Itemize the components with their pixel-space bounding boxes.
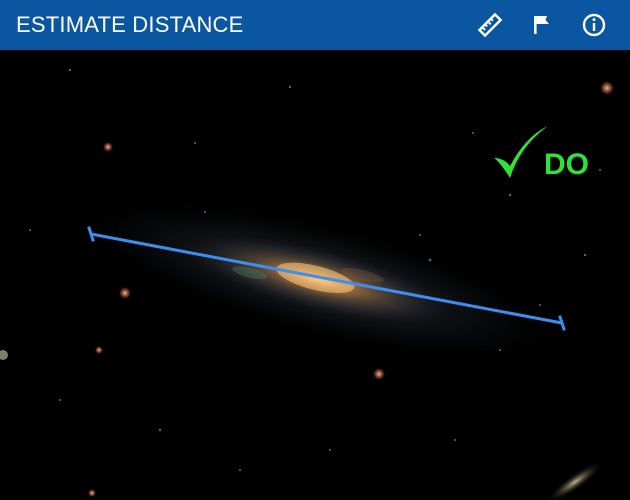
info-icon bbox=[582, 13, 606, 37]
do-badge: DO bbox=[490, 122, 589, 184]
galaxy-image bbox=[0, 68, 614, 500]
ruler-icon bbox=[477, 12, 503, 38]
ruler-button[interactable] bbox=[470, 5, 510, 45]
page-title: ESTIMATE DISTANCE bbox=[16, 12, 244, 37]
app-header: ESTIMATE DISTANCE bbox=[0, 0, 630, 50]
flag-icon bbox=[534, 16, 549, 34]
flag-button[interactable] bbox=[522, 5, 562, 45]
info-button[interactable] bbox=[574, 5, 614, 45]
checkmark-icon bbox=[494, 126, 548, 178]
header-actions bbox=[470, 5, 614, 45]
do-label: DO bbox=[544, 148, 589, 181]
measure-line bbox=[87, 226, 566, 331]
galaxy-image-canvas[interactable]: DO bbox=[0, 50, 630, 500]
